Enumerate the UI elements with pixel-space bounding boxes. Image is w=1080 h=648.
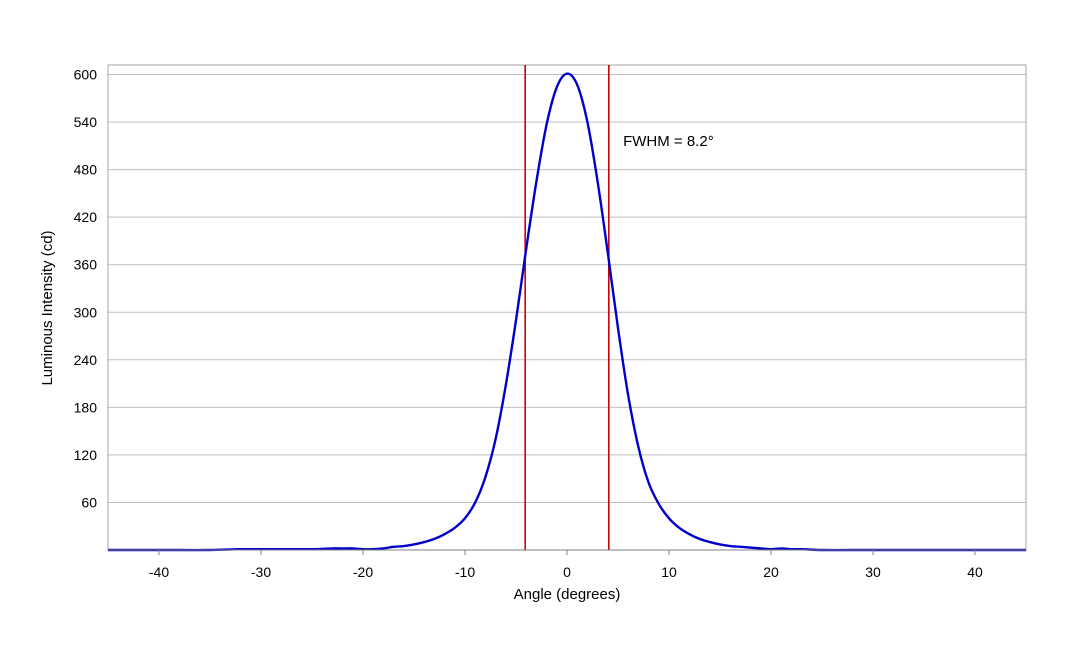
x-axis: -40 -30 -20 -10 0 10 20 30 40: [108, 549, 1026, 580]
y-tick-label: 420: [74, 209, 98, 225]
fwhm-reference-lines: [524, 65, 610, 550]
y-tick-label: 480: [74, 162, 98, 178]
x-tick-label: 10: [661, 564, 677, 580]
plot-area-frame: [107, 64, 1027, 551]
y-tick-label: 600: [74, 67, 98, 83]
intensity-curve: [107, 72, 1026, 552]
x-tick-label: -20: [353, 564, 373, 580]
intensity-series: [107, 72, 1026, 552]
y-tick-label: 540: [74, 114, 98, 130]
x-axis-title: Angle (degrees): [514, 586, 621, 603]
x-tick-label: 40: [967, 564, 983, 580]
x-tick-label: -30: [251, 564, 271, 580]
x-tick-label: 0: [563, 564, 571, 580]
x-tick-label: -10: [455, 564, 475, 580]
fwhm-annotation: FWHM = 8.2°: [623, 133, 714, 150]
y-tick-label: 120: [74, 447, 98, 463]
y-tick-label: 300: [74, 304, 98, 320]
annotations: FWHM = 8.2°: [623, 133, 714, 150]
y-tick-label: 360: [74, 257, 98, 273]
y-axis-title: Luminous Intensity (cd): [39, 230, 56, 385]
x-tick-label: 20: [763, 564, 779, 580]
x-tick-label: 30: [865, 564, 881, 580]
y-tick-label: 180: [74, 399, 98, 415]
grid-lines: [108, 74, 1026, 503]
y-tick-label: 60: [81, 494, 97, 510]
y-axis: 60 120 180 240 300 360 420 480 540 600: [74, 67, 98, 511]
x-tick-label: -40: [149, 564, 169, 580]
y-tick-label: 240: [74, 352, 98, 368]
